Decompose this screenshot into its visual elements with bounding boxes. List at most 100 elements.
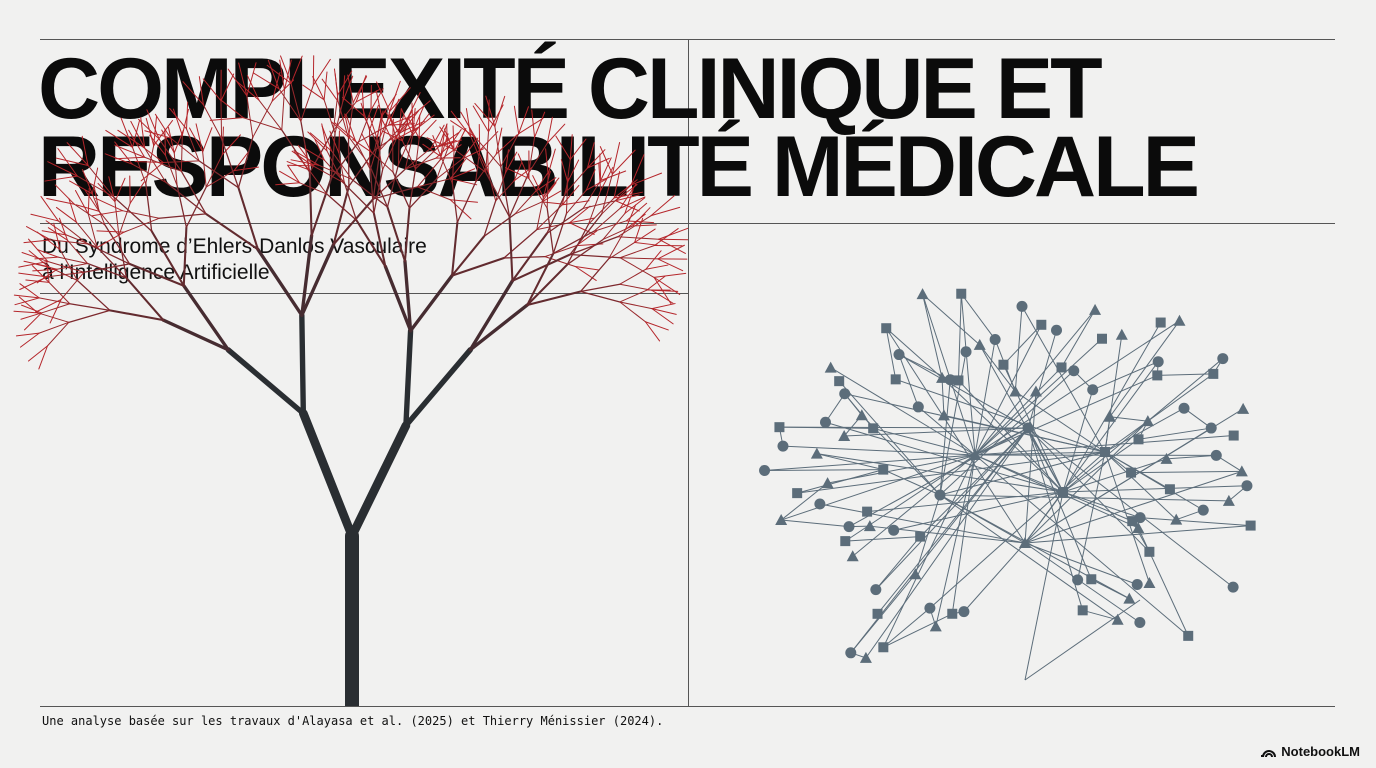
tree-branch bbox=[565, 189, 587, 215]
tree-branch bbox=[545, 148, 549, 175]
tree-branch bbox=[372, 186, 419, 200]
network-edge bbox=[919, 427, 1029, 537]
tree-branch bbox=[91, 167, 99, 195]
tree-branch bbox=[430, 139, 457, 149]
network-node-triangle bbox=[1237, 402, 1250, 414]
network-node-square bbox=[890, 374, 901, 385]
network-node-circle bbox=[814, 498, 826, 510]
tree-branch bbox=[407, 116, 420, 139]
tree-branch bbox=[536, 196, 544, 231]
tree-branch bbox=[508, 215, 514, 282]
tree-branch bbox=[567, 159, 580, 183]
tree-branch bbox=[439, 126, 456, 151]
network-node-triangle bbox=[810, 447, 823, 459]
tree-branch bbox=[258, 99, 283, 131]
tree-branch bbox=[453, 128, 467, 153]
tree-branch bbox=[599, 153, 602, 182]
tree-branch bbox=[487, 172, 497, 202]
tree-branch bbox=[446, 128, 462, 150]
tree-branch bbox=[68, 309, 111, 323]
network-edge bbox=[885, 327, 1026, 544]
tree-branch bbox=[158, 213, 207, 219]
tree-branch bbox=[600, 166, 614, 192]
tree-branch bbox=[169, 107, 188, 130]
network-edge bbox=[1166, 454, 1217, 460]
tree-branch bbox=[607, 241, 636, 260]
network-edge bbox=[1027, 427, 1234, 588]
tree-branch bbox=[54, 184, 75, 205]
tree-branch bbox=[69, 303, 111, 311]
tree-branch bbox=[526, 263, 569, 307]
network-node-circle bbox=[1178, 402, 1190, 414]
network-edge bbox=[825, 393, 846, 423]
tree-branch bbox=[634, 228, 656, 243]
tree-branch bbox=[198, 160, 240, 189]
tree-branch bbox=[552, 213, 568, 255]
tree-branch bbox=[456, 181, 477, 223]
tree-branch bbox=[338, 130, 340, 154]
tree-branch bbox=[321, 125, 333, 152]
tree-branch bbox=[439, 144, 462, 161]
tree-branch bbox=[334, 122, 356, 141]
tree-branch bbox=[361, 133, 373, 153]
tree-branch bbox=[312, 58, 331, 86]
tree-branch bbox=[414, 146, 440, 170]
tree-branch bbox=[536, 222, 571, 231]
tree-branch bbox=[651, 308, 674, 325]
tree-branch bbox=[128, 129, 146, 158]
network-node-circle bbox=[888, 524, 900, 536]
tree-branch bbox=[569, 213, 603, 256]
network-edge bbox=[974, 374, 1158, 456]
tree-branch bbox=[337, 101, 349, 139]
network-edge bbox=[1148, 551, 1189, 637]
tree-branch bbox=[129, 181, 145, 204]
tree-branch bbox=[634, 241, 659, 246]
subtitle-rule bbox=[40, 293, 688, 294]
network-node-triangle bbox=[1009, 385, 1022, 397]
tree-branch bbox=[354, 139, 371, 171]
network-node-square bbox=[792, 488, 803, 499]
notebooklm-brand: NotebookLM bbox=[1261, 744, 1360, 759]
tree-branch bbox=[312, 165, 344, 183]
network-node-square bbox=[1152, 370, 1163, 381]
tree-branch bbox=[644, 321, 669, 331]
network-edge bbox=[1140, 517, 1251, 527]
tree-branch bbox=[123, 217, 160, 233]
network-edge bbox=[1027, 330, 1057, 429]
tree-branch bbox=[358, 109, 372, 143]
tree-branch bbox=[73, 203, 106, 226]
network-edge bbox=[939, 370, 1075, 496]
tree-branch bbox=[619, 257, 659, 260]
tree-branch bbox=[632, 224, 657, 227]
tree-branch bbox=[19, 332, 40, 348]
tree-branch bbox=[44, 175, 78, 182]
tree-branch bbox=[446, 124, 448, 150]
tree-branch bbox=[526, 290, 582, 307]
tree-branch bbox=[28, 345, 48, 362]
tree-branch bbox=[58, 217, 68, 241]
tree-branch bbox=[344, 113, 351, 139]
tree-branch bbox=[586, 149, 606, 169]
tree-branch bbox=[293, 150, 320, 166]
tree-branch bbox=[252, 100, 273, 138]
vascular-tree-illustration bbox=[13, 55, 688, 706]
tree-branch bbox=[381, 130, 403, 142]
network-node-square bbox=[1056, 362, 1067, 373]
tree-branch bbox=[334, 73, 339, 103]
tree-branch bbox=[585, 178, 608, 191]
tree-branch bbox=[401, 140, 416, 170]
tree-branch bbox=[280, 55, 292, 84]
network-edge bbox=[1062, 491, 1141, 519]
tree-branch bbox=[195, 123, 204, 153]
network-edge bbox=[917, 406, 976, 456]
network-edge bbox=[1062, 485, 1247, 493]
tree-branch bbox=[30, 213, 59, 222]
tree-branch bbox=[624, 204, 637, 231]
tree-branch bbox=[658, 227, 688, 240]
network-node-triangle bbox=[1235, 465, 1248, 477]
tree-branch bbox=[511, 253, 572, 282]
network-node-square bbox=[1058, 487, 1068, 497]
tree-branch bbox=[202, 78, 222, 102]
network-node-square bbox=[1036, 319, 1047, 330]
network-node-square bbox=[1228, 430, 1239, 441]
